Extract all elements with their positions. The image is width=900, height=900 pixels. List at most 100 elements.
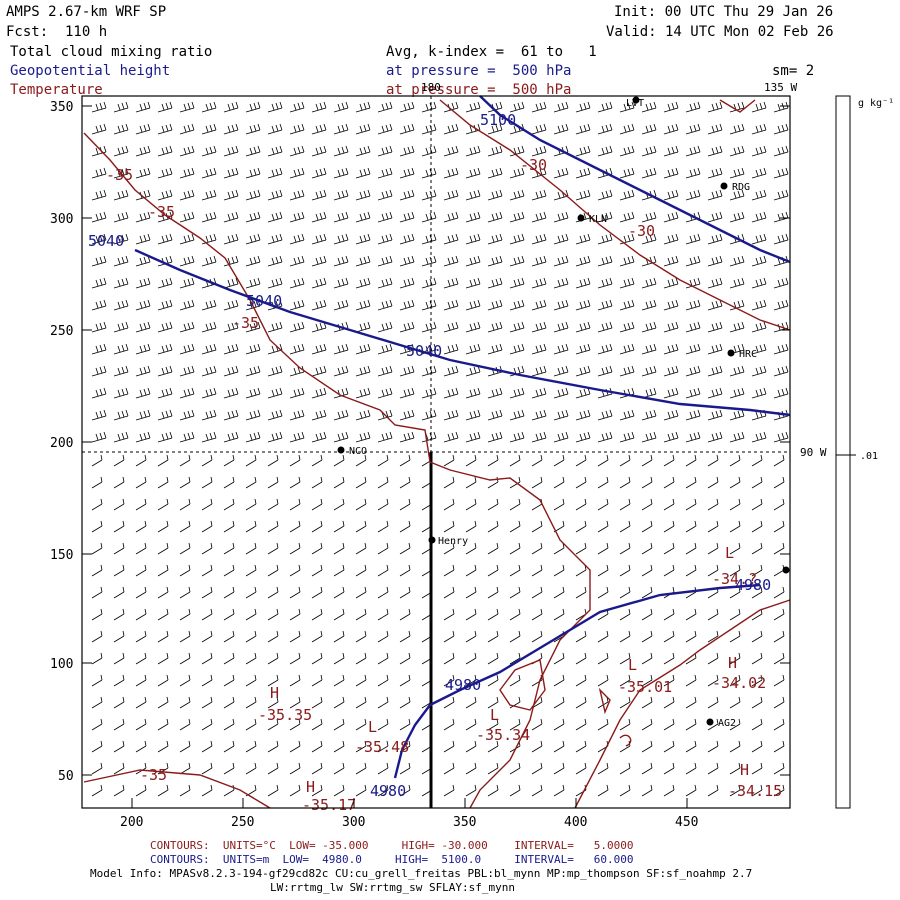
wind-barb: [553, 343, 569, 355]
wind-barb: [377, 233, 393, 245]
wind-barb: [487, 740, 499, 753]
wind-barb: [575, 167, 591, 179]
wind-barb: [465, 409, 481, 421]
wind-barb: [773, 123, 789, 135]
wind-barb: [267, 233, 283, 245]
wind-barb: [157, 784, 169, 797]
wind-barb: [641, 189, 657, 201]
lon-label-90w: 90 W: [800, 446, 827, 459]
wind-barb: [157, 167, 173, 179]
wind-barb: [113, 630, 125, 643]
wind-barb: [509, 321, 525, 333]
wind-barb: [157, 189, 173, 201]
wind-barb: [223, 674, 235, 687]
wind-barb: [575, 343, 591, 355]
wind-barb: [465, 454, 477, 467]
wind-barb: [619, 365, 635, 377]
wind-barb: [597, 564, 609, 577]
wind-barb: [443, 145, 459, 157]
wind-barb: [289, 101, 305, 113]
wind-barb: [707, 365, 723, 377]
wind-barb: [245, 520, 257, 533]
wind-barb: [487, 277, 503, 289]
wind-barb: [509, 674, 521, 687]
wind-barb: [751, 431, 767, 443]
wind-barb: [685, 211, 701, 223]
wind-barb: [333, 674, 345, 687]
wind-barb: [465, 189, 481, 201]
wind-barb: [179, 652, 191, 665]
wind-barb: [245, 277, 261, 289]
wind-barb: [443, 167, 459, 179]
wind-barb: [685, 476, 697, 489]
wind-barb: [773, 784, 785, 797]
wind-barb: [223, 542, 235, 555]
wind-barb: [641, 365, 657, 377]
wind-barb: [91, 740, 103, 753]
wind-barb: [465, 233, 481, 245]
wind-barb: [245, 652, 257, 665]
wind-barb: [487, 454, 499, 467]
wind-barb: [377, 784, 389, 797]
wind-barb: [641, 696, 653, 709]
wind-barb: [223, 145, 239, 157]
wind-barb: [509, 431, 525, 443]
wind-barb: [421, 387, 437, 399]
wind-barb: [575, 762, 587, 775]
wind-barb: [267, 387, 283, 399]
temp-label-30-a: -30: [520, 156, 547, 174]
wind-barb: [421, 101, 437, 113]
wind-barb: [421, 409, 437, 421]
wind-barb: [289, 233, 305, 245]
wind-barb: [729, 498, 741, 511]
wind-barb: [465, 476, 477, 489]
wind-barb: [751, 762, 763, 775]
avg-k-index: Avg, k-index = 61 to 1: [386, 44, 597, 60]
wind-barb: [91, 630, 103, 643]
wind-barb: [179, 718, 191, 731]
wind-barb: [619, 299, 635, 311]
wind-barb: [575, 674, 587, 687]
wind-barb: [201, 674, 213, 687]
wind-barb: [201, 189, 217, 201]
wind-barb: [179, 233, 195, 245]
wind-barb: [179, 740, 191, 753]
wind-barb: [751, 101, 767, 113]
wind-barb: [91, 696, 103, 709]
wind-barb: [531, 343, 547, 355]
wind-barb: [575, 476, 587, 489]
wind-barb: [465, 542, 477, 555]
wind-barb: [91, 542, 103, 555]
wind-barb: [465, 387, 481, 399]
wind-barb: [157, 520, 169, 533]
wind-barb: [421, 255, 437, 267]
wind-barb: [773, 498, 785, 511]
wind-barb: [773, 343, 789, 355]
wind-barb: [575, 718, 587, 731]
wind-barb: [685, 343, 701, 355]
wind-barb: [377, 498, 389, 511]
wind-barb: [729, 387, 745, 399]
wind-barb: [641, 564, 653, 577]
wind-barb: [443, 652, 455, 665]
wind-barb: [289, 321, 305, 333]
wind-barb: [113, 255, 129, 267]
wind-barb: [729, 189, 745, 201]
station-label-rdg: RDG: [732, 182, 750, 193]
wind-barb: [223, 211, 239, 223]
wind-barb: [179, 674, 191, 687]
wind-barb: [531, 387, 547, 399]
wind-barb: [91, 321, 107, 333]
wind-barb: [311, 498, 323, 511]
wind-barb: [531, 718, 543, 731]
wind-barb: [157, 608, 169, 621]
wind-barb: [641, 277, 657, 289]
temperature-contours: [83, 99, 791, 809]
wind-barb: [751, 123, 767, 135]
wind-barb: [289, 167, 305, 179]
wind-barb: [553, 542, 565, 555]
wind-barb: [553, 674, 565, 687]
wind-barb: [531, 476, 543, 489]
wind-barb: [355, 454, 367, 467]
height-label-5040-c: 5040: [406, 342, 442, 360]
